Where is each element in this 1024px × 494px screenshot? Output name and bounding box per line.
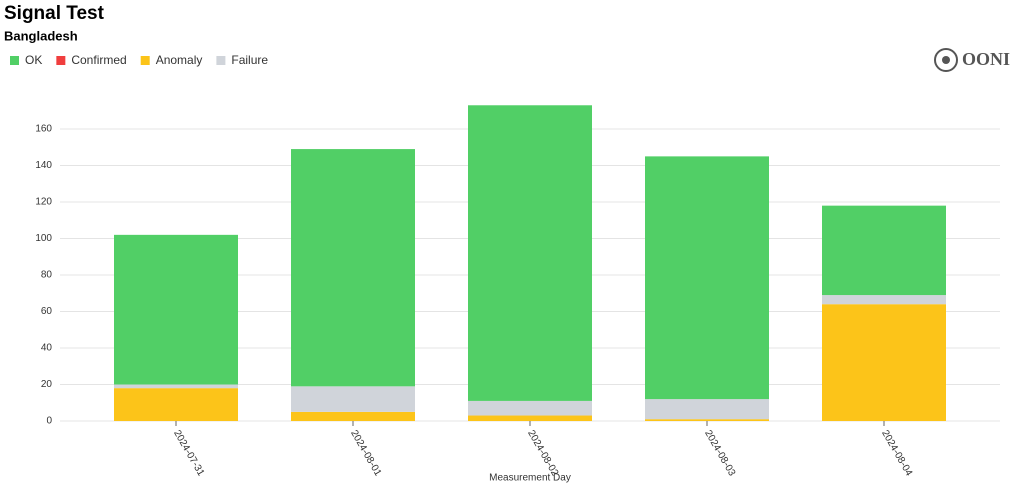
- logo: OONI: [934, 48, 1010, 72]
- bar-segment: [645, 399, 769, 420]
- x-tick-label: 2024-08-04: [879, 428, 914, 478]
- bar-segment: [468, 415, 592, 421]
- legend-label: Failure: [231, 53, 268, 67]
- logo-icon-dot: [942, 56, 950, 64]
- x-axis-label: Measurement Day: [489, 473, 571, 484]
- y-tick-label: 0: [46, 416, 52, 427]
- bar-segment: [114, 384, 238, 389]
- y-tick-label: 160: [35, 124, 52, 135]
- legend-label: OK: [25, 53, 42, 67]
- y-tick-label: 60: [41, 306, 53, 317]
- bar-segment: [291, 386, 415, 412]
- legend-swatch: [140, 56, 150, 65]
- x-tick-label: 2024-08-01: [348, 428, 383, 478]
- bar-segment: [468, 400, 592, 416]
- x-tick-label: 2024-08-03: [702, 428, 737, 478]
- bar-segment: [468, 105, 592, 401]
- legend-label: Confirmed: [71, 53, 126, 67]
- bar-segment: [822, 304, 946, 421]
- bar-segment: [291, 411, 415, 421]
- logo-text: OONI: [962, 49, 1010, 69]
- bar-segment: [822, 295, 946, 305]
- bar-segment: [291, 149, 415, 387]
- x-tick-label: 2024-08-02: [525, 428, 560, 478]
- legend-label: Anomaly: [156, 53, 203, 67]
- bar-segment: [114, 234, 238, 385]
- bar-segment: [645, 156, 769, 400]
- y-tick-label: 20: [41, 379, 53, 390]
- y-tick-label: 80: [41, 270, 53, 281]
- y-tick-label: 100: [35, 233, 52, 244]
- chart-subtitle: Bangladesh: [4, 28, 78, 43]
- y-tick-label: 120: [35, 197, 52, 208]
- bar-segment: [822, 205, 946, 296]
- chart-title: Signal Test: [4, 3, 105, 24]
- legend-swatch: [56, 56, 66, 65]
- x-tick-label: 2024-07-31: [171, 428, 206, 478]
- logo-icon: [934, 48, 958, 72]
- y-tick-label: 140: [35, 160, 52, 171]
- bar-segment: [645, 419, 769, 421]
- bar-segment: [114, 388, 238, 421]
- legend-swatch: [10, 56, 19, 65]
- y-tick-label: 40: [41, 343, 53, 354]
- legend-swatch: [216, 56, 226, 65]
